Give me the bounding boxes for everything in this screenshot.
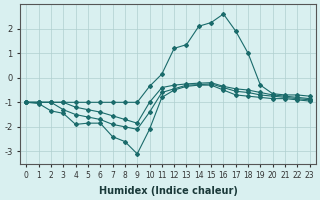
X-axis label: Humidex (Indice chaleur): Humidex (Indice chaleur) xyxy=(99,186,237,196)
